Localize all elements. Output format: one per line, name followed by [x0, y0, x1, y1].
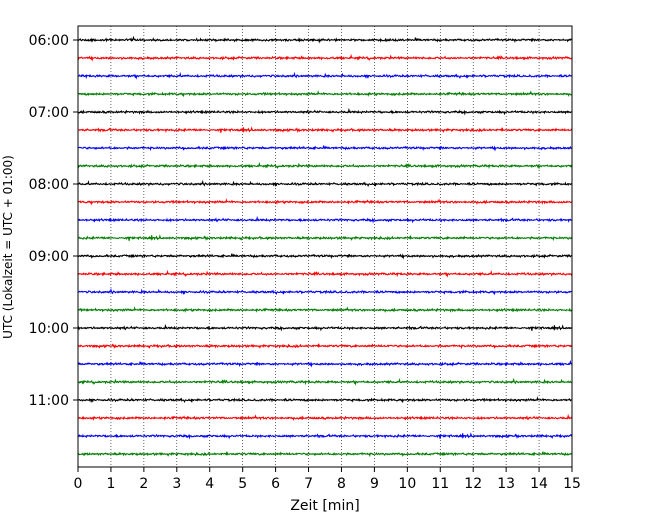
x-tick-label-15: 15 — [563, 476, 581, 492]
y-tick-label-5: 11:00 — [29, 393, 69, 409]
x-tick-label-2: 2 — [139, 476, 148, 492]
y-tick-label-0: 06:00 — [29, 33, 69, 49]
trace-0915 — [77, 269, 573, 278]
trace-0730 — [77, 145, 573, 152]
y-tick-label-1: 07:00 — [29, 105, 69, 121]
trace-group — [77, 35, 573, 458]
trace-0600 — [77, 35, 573, 44]
x-tick-label-3: 3 — [172, 476, 181, 492]
trace-1000 — [77, 323, 573, 332]
x-tick-label-1: 1 — [106, 476, 115, 492]
x-tick-label-9: 9 — [370, 476, 379, 492]
y-tick-label-3: 09:00 — [29, 249, 69, 265]
x-axis-label: Zeit [min] — [290, 498, 359, 514]
x-tick-label-10: 10 — [398, 476, 416, 492]
axes: 0 1 2 3 4 5 6 7 8 9 10 11 12 13 14 1506:0007:0008:0009:… — [29, 25, 581, 492]
trace-1045 — [77, 377, 573, 386]
trace-0900 — [77, 253, 573, 260]
trace-0945 — [77, 306, 573, 313]
y-tick-label-4: 10:00 — [29, 321, 69, 337]
trace-0845 — [77, 234, 573, 242]
x-tick-label-12: 12 — [464, 476, 482, 492]
trace-1115 — [77, 413, 573, 421]
trace-1100 — [77, 396, 573, 404]
trace-1130 — [77, 432, 573, 440]
x-tick-label-0: 0 — [74, 476, 83, 492]
x-tick-label-5: 5 — [238, 476, 247, 492]
trace-0700 — [77, 107, 573, 116]
y-axis-label: UTC (Lokalzeit = UTC + 01:00) — [1, 155, 15, 339]
y-tick-label-2: 08:00 — [29, 177, 69, 193]
x-tick-label-4: 4 — [205, 476, 214, 492]
trace-1030 — [77, 359, 573, 368]
trace-0615 — [77, 53, 573, 62]
trace-0830 — [77, 215, 573, 224]
trace-1145 — [77, 451, 573, 458]
trace-0715 — [77, 126, 573, 133]
trace-0745 — [77, 161, 573, 170]
trace-0815 — [77, 198, 573, 206]
x-tick-label-7: 7 — [304, 476, 313, 492]
trace-0930 — [77, 287, 573, 296]
trace-0800 — [77, 179, 573, 188]
trace-0645 — [77, 90, 573, 98]
x-tick-label-14: 14 — [530, 476, 548, 492]
x-tick-label-8: 8 — [337, 476, 346, 492]
x-tick-label-11: 11 — [431, 476, 449, 492]
x-tick-label-6: 6 — [271, 476, 280, 492]
x-tick-label-13: 13 — [497, 476, 515, 492]
trace-1015 — [77, 343, 573, 350]
trace-0630 — [77, 71, 573, 80]
plot-frame — [77, 25, 573, 468]
